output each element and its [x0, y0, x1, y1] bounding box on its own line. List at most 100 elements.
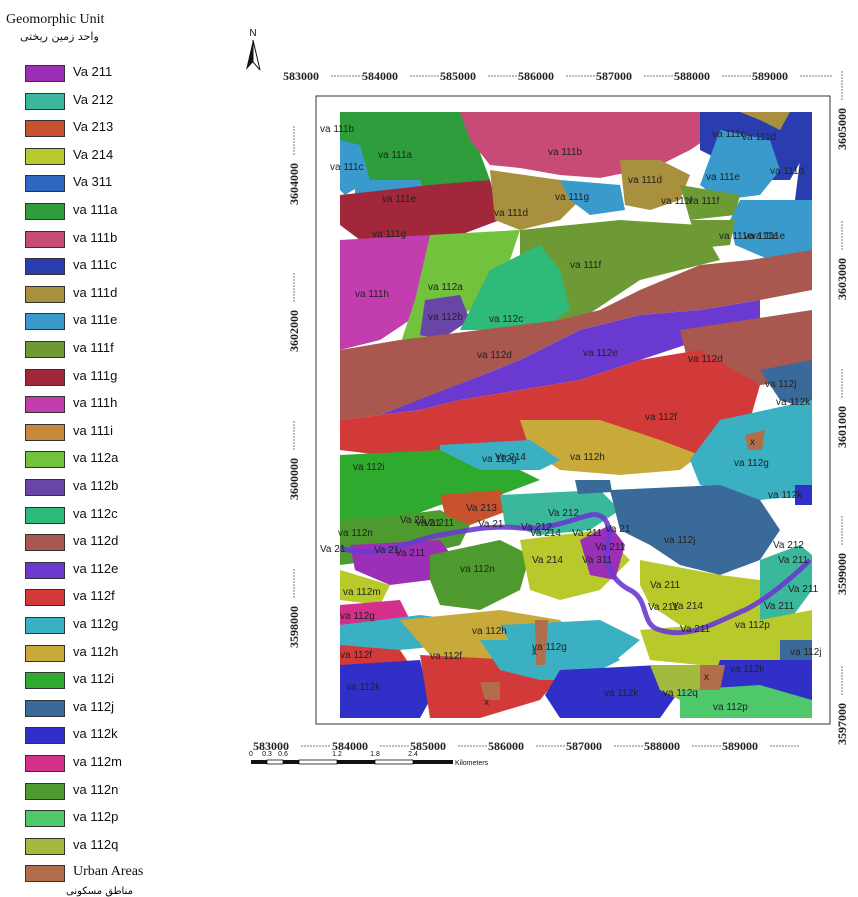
map-label: va 112k: [346, 682, 381, 693]
map-label: va 111e: [751, 231, 786, 242]
map-label: Va 213: [466, 503, 497, 514]
unit-va-112k-sm: [575, 480, 612, 494]
map-label: va 112m: [343, 587, 381, 598]
coordinate-label: 3598000: [287, 606, 301, 648]
map-label: Va 21: [478, 519, 504, 530]
legend-swatch: [25, 92, 65, 110]
urban-areas-subtitle: مناطق مسکونی: [66, 886, 133, 897]
map-label: va 112f: [645, 412, 677, 423]
map-label: x: [750, 437, 755, 448]
coordinate-label: 3600000: [287, 458, 301, 500]
legend-swatch: [25, 258, 65, 276]
map-label: Va 21: [400, 515, 426, 526]
legend-label: va 111f: [73, 340, 114, 355]
legend-label: va 111b: [73, 229, 118, 245]
map-label: va 112e: [583, 348, 618, 359]
map-label: va 111c: [712, 129, 746, 140]
unit-va-214-w: [340, 570, 390, 605]
legend-label: va 112i: [73, 671, 114, 687]
legend-swatch: [25, 837, 65, 855]
map-label: va 112h: [472, 626, 507, 637]
map-label: va 111e: [744, 231, 779, 242]
coordinate-label: 588000: [674, 69, 710, 83]
legend-label: Va 212: [73, 91, 114, 107]
coordinate-label: 585000: [440, 69, 476, 83]
map-label: va 112f: [430, 651, 462, 662]
legend-label: va 112c: [73, 505, 118, 521]
legend-swatch: [25, 285, 65, 303]
legend-label: va 111e: [73, 312, 118, 328]
legend-item: va 111a: [25, 200, 175, 222]
map-label: va 112k: [604, 688, 639, 699]
unit-va-112k-e: [795, 485, 812, 505]
map-label: va 112a: [428, 282, 463, 293]
legend-subtitle: واحد زمین ریختی: [20, 30, 99, 43]
legend-item: va 112p: [25, 807, 175, 829]
legend-item: va 112f: [25, 586, 175, 608]
map-label: va 112g: [482, 454, 517, 465]
map-label: va 111a: [378, 150, 413, 161]
map-label: Va 21: [415, 518, 441, 529]
legend-swatch: [25, 147, 65, 165]
map-label: va 112d: [688, 354, 723, 365]
map-label: x: [704, 672, 709, 683]
map-label: va 111f: [661, 196, 693, 207]
map-label: va 111d: [628, 175, 662, 186]
map-label: Va 211: [680, 624, 711, 635]
legend-item: va 111c: [25, 255, 175, 277]
legend-label: Va 211: [73, 64, 113, 79]
legend-swatch: [25, 617, 65, 634]
legend-item: va 111b: [25, 228, 175, 250]
scale-tick-label: 0.3: [262, 751, 272, 758]
map-label: va 111c: [330, 162, 364, 173]
north-arrow: N: [246, 28, 261, 71]
legend-item: va 112e: [25, 559, 175, 581]
scale-tick-label: 2.4: [408, 751, 418, 758]
legend-label: va 112q: [73, 836, 119, 852]
map-polygons: [339, 112, 812, 718]
coordinate-label: 3604000: [287, 163, 301, 205]
unit-va-111a: [345, 112, 490, 195]
unit-va-111h: [340, 235, 435, 350]
river: [339, 512, 812, 636]
urban-area-2: [535, 620, 548, 665]
coordinate-label: 586000: [518, 69, 554, 83]
legend-item: Va 212: [25, 90, 175, 112]
unit-va-112b: [420, 295, 470, 340]
unit-va-111f: [520, 220, 720, 330]
legend-label: va 112p: [73, 809, 119, 825]
map-label: x: [532, 647, 537, 658]
map-label: va 111d: [494, 208, 528, 219]
legend-label: va 112k: [73, 726, 118, 742]
coordinate-label: 587000: [566, 739, 602, 753]
unit-va-112n: [430, 540, 530, 610]
legend-label: va 112j: [73, 698, 114, 714]
map-label: va 112k: [768, 490, 803, 501]
map-label: Va 212: [773, 540, 804, 551]
legend-title: Geomorphic Unit: [6, 12, 105, 27]
legend-swatch: [25, 727, 65, 745]
map-label: va 112n: [460, 564, 495, 575]
legend-swatch: [25, 203, 65, 220]
map-label: va 111d: [742, 132, 776, 143]
unit-va-112e: [380, 300, 760, 415]
legend-item: va 112b: [25, 476, 175, 498]
unit-va-213: [440, 490, 510, 525]
map-label: Va 211: [395, 548, 426, 559]
legend-swatch: [25, 561, 65, 579]
map-label: Va 211: [572, 528, 603, 539]
map-label: va 111e: [719, 231, 754, 242]
unit-va-111d: [490, 170, 580, 230]
map-label: va 112k: [730, 664, 765, 675]
legend-item: va 112q: [25, 835, 175, 857]
map-label: va 112p: [735, 620, 770, 631]
legend-label: va 112f: [73, 588, 115, 604]
legend-swatch: [25, 699, 65, 717]
urban-area-3: [700, 665, 725, 690]
unit-va-111e-e: [730, 200, 812, 260]
unit-va-111e-ne: [700, 130, 780, 200]
legend-swatch: [25, 810, 65, 828]
map-label: va 111f: [688, 196, 720, 207]
map-label: va 111b: [548, 147, 583, 158]
